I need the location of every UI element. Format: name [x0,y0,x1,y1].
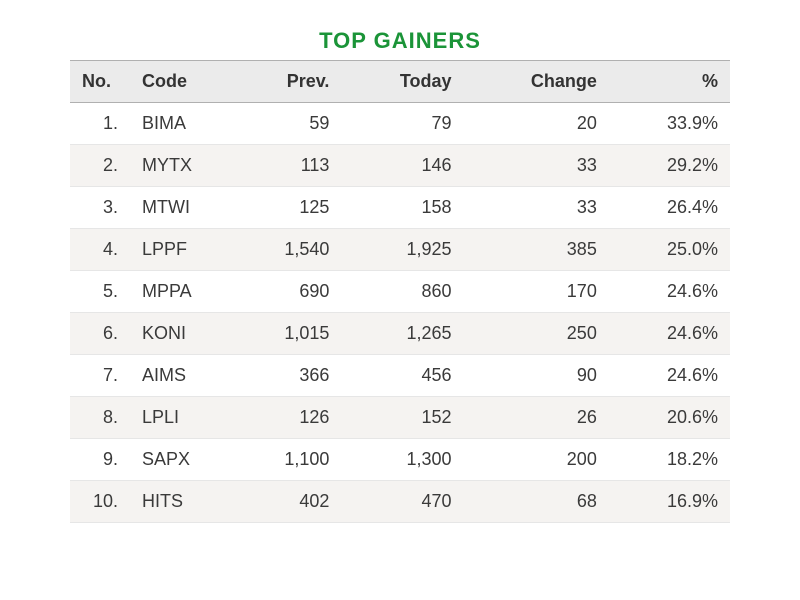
row-code: KONI [130,313,230,355]
row-code: LPPF [130,229,230,271]
col-code-header: Code [130,61,230,103]
row-prev: 1,540 [230,229,341,271]
row-change: 250 [464,313,609,355]
row-today: 470 [341,481,463,523]
table-row: 4.LPPF1,5401,92538525.0% [70,229,730,271]
row-change: 90 [464,355,609,397]
row-pct: 33.9% [609,103,730,145]
row-change: 33 [464,145,609,187]
row-prev: 113 [230,145,341,187]
row-pct: 29.2% [609,145,730,187]
row-today: 158 [341,187,463,229]
row-today: 146 [341,145,463,187]
row-no: 9. [70,439,130,481]
table-row: 8.LPLI1261522620.6% [70,397,730,439]
row-change: 26 [464,397,609,439]
table-row: 9.SAPX1,1001,30020018.2% [70,439,730,481]
table-header-row: No. Code Prev. Today Change % [70,61,730,103]
row-today: 1,925 [341,229,463,271]
row-today: 456 [341,355,463,397]
row-change: 33 [464,187,609,229]
row-pct: 18.2% [609,439,730,481]
table-row: 3.MTWI1251583326.4% [70,187,730,229]
row-code: SAPX [130,439,230,481]
row-change: 68 [464,481,609,523]
row-code: AIMS [130,355,230,397]
row-prev: 1,100 [230,439,341,481]
row-pct: 26.4% [609,187,730,229]
row-prev: 366 [230,355,341,397]
row-no: 1. [70,103,130,145]
table-row: 6.KONI1,0151,26525024.6% [70,313,730,355]
row-code: HITS [130,481,230,523]
gainers-table: No. Code Prev. Today Change % 1.BIMA5979… [70,60,730,523]
row-today: 1,300 [341,439,463,481]
row-no: 4. [70,229,130,271]
row-pct: 24.6% [609,355,730,397]
row-no: 10. [70,481,130,523]
col-prev-header: Prev. [230,61,341,103]
row-prev: 690 [230,271,341,313]
table-body: 1.BIMA59792033.9%2.MYTX1131463329.2%3.MT… [70,103,730,523]
col-no-header: No. [70,61,130,103]
row-prev: 126 [230,397,341,439]
row-code: MTWI [130,187,230,229]
top-gainers-panel: TOP GAINERS No. Code Prev. Today Change … [70,20,730,523]
row-code: MYTX [130,145,230,187]
table-row: 1.BIMA59792033.9% [70,103,730,145]
row-today: 152 [341,397,463,439]
row-pct: 24.6% [609,313,730,355]
row-change: 20 [464,103,609,145]
row-change: 385 [464,229,609,271]
row-prev: 1,015 [230,313,341,355]
row-code: LPLI [130,397,230,439]
row-no: 5. [70,271,130,313]
row-no: 2. [70,145,130,187]
col-change-header: Change [464,61,609,103]
row-code: MPPA [130,271,230,313]
table-row: 7.AIMS3664569024.6% [70,355,730,397]
row-today: 860 [341,271,463,313]
col-pct-header: % [609,61,730,103]
row-today: 79 [341,103,463,145]
row-no: 8. [70,397,130,439]
row-change: 170 [464,271,609,313]
row-no: 3. [70,187,130,229]
panel-title: TOP GAINERS [70,20,730,60]
row-today: 1,265 [341,313,463,355]
row-prev: 59 [230,103,341,145]
row-no: 6. [70,313,130,355]
row-pct: 25.0% [609,229,730,271]
col-today-header: Today [341,61,463,103]
row-no: 7. [70,355,130,397]
row-code: BIMA [130,103,230,145]
table-row: 2.MYTX1131463329.2% [70,145,730,187]
row-pct: 16.9% [609,481,730,523]
table-row: 10.HITS4024706816.9% [70,481,730,523]
row-prev: 125 [230,187,341,229]
table-row: 5.MPPA69086017024.6% [70,271,730,313]
row-pct: 20.6% [609,397,730,439]
row-pct: 24.6% [609,271,730,313]
row-change: 200 [464,439,609,481]
row-prev: 402 [230,481,341,523]
